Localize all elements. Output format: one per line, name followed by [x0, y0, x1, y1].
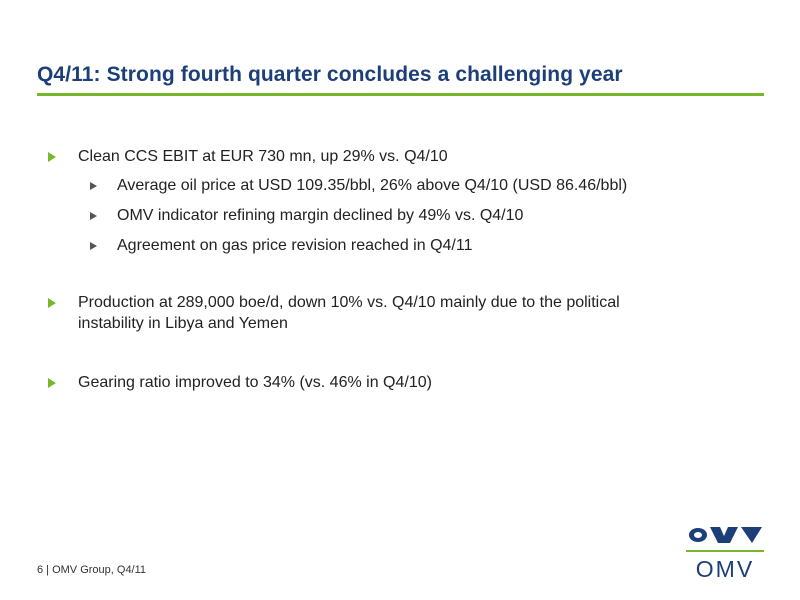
slide-title: Q4/11: Strong fourth quarter concludes a… — [37, 63, 623, 86]
bullet-ebit: Clean CCS EBIT at EUR 730 mn, up 29% vs.… — [78, 148, 448, 165]
footer-page-label: 6 | OMV Group, Q4/11 — [37, 564, 147, 576]
sub-bullet-gas-price: Agreement on gas price revision reached … — [117, 237, 473, 254]
sub-bullet-arrow-icon — [90, 242, 97, 250]
sub-bullet-arrow-icon — [90, 212, 97, 220]
bullet-arrow-icon — [48, 378, 56, 388]
omv-logo-mark: OMV — [686, 527, 764, 582]
bullet-production-line1: Production at 289,000 boe/d, down 10% vs… — [78, 294, 620, 311]
bullet-gearing: Gearing ratio improved to 34% (vs. 46% i… — [78, 374, 432, 391]
omv-wordmark: OMV — [696, 556, 754, 582]
bullet-arrow-icon — [48, 298, 56, 308]
sub-bullet-refining-margin: OMV indicator refining margin declined b… — [117, 207, 524, 224]
sub-bullet-oil-price: Average oil price at USD 109.35/bbl, 26%… — [117, 177, 628, 194]
bullet-arrow-icon — [48, 152, 56, 162]
title-underline — [37, 93, 764, 96]
omv-logo: OMV — [686, 520, 764, 582]
sub-bullet-arrow-icon — [90, 182, 97, 190]
bullet-production-line2: instability in Libya and Yemen — [78, 315, 288, 332]
